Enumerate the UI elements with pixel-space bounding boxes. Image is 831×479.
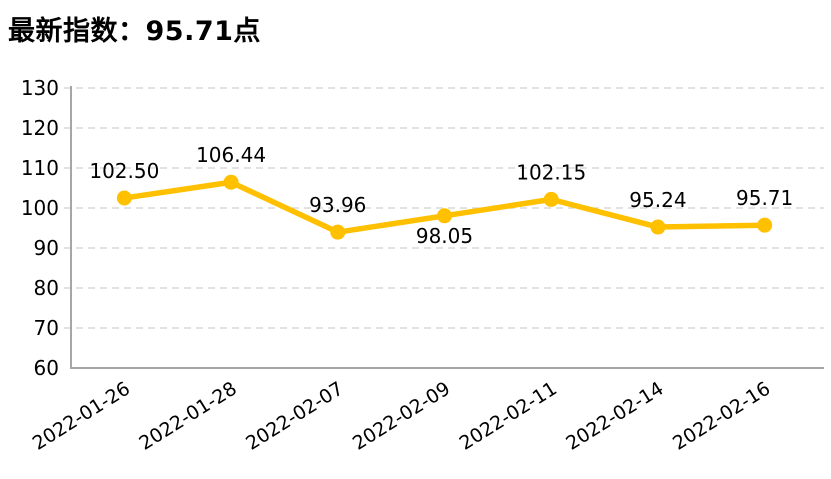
data-point-marker bbox=[437, 208, 452, 224]
y-axis-tick-label: 100 bbox=[21, 196, 59, 220]
y-axis-tick-label: 130 bbox=[21, 76, 59, 100]
x-axis-tick-label: 2022-01-28 bbox=[135, 378, 240, 455]
data-point-label: 102.15 bbox=[516, 160, 586, 184]
x-axis-tick-label: 2022-02-11 bbox=[456, 378, 561, 455]
y-axis-tick-label: 70 bbox=[34, 316, 59, 340]
data-point-label: 102.50 bbox=[89, 159, 159, 183]
data-point-marker bbox=[757, 217, 773, 233]
page-title: 最新指数：95.71点 bbox=[8, 16, 261, 47]
x-axis-tick-label: 2022-01-26 bbox=[29, 378, 134, 455]
x-axis-tick-label: 2022-02-14 bbox=[562, 378, 667, 455]
data-point-label: 95.71 bbox=[736, 186, 793, 210]
data-point-label: 93.96 bbox=[309, 193, 366, 217]
index-line-chart: 60 70 80 90 100 110 120 130 102.50 106.44 93.96 98.… bbox=[21, 76, 824, 455]
y-axis-tick-label: 60 bbox=[34, 356, 59, 380]
data-point-label: 106.44 bbox=[196, 143, 266, 167]
y-axis-tick-label: 110 bbox=[21, 156, 59, 180]
x-axis-tick-label: 2022-02-16 bbox=[669, 378, 774, 455]
x-axis-tick-label: 2022-02-07 bbox=[242, 378, 347, 455]
data-point-marker bbox=[223, 174, 239, 190]
y-axis-tick-label: 90 bbox=[34, 236, 59, 260]
data-point-marker bbox=[330, 224, 346, 240]
data-point-marker bbox=[650, 219, 666, 235]
data-point-marker bbox=[543, 191, 559, 207]
data-point-marker bbox=[116, 190, 132, 206]
y-axis-tick-label: 80 bbox=[34, 276, 59, 300]
data-point-label: 98.05 bbox=[416, 224, 473, 248]
data-point-label: 95.24 bbox=[629, 188, 686, 212]
y-axis-tick-label: 120 bbox=[21, 116, 59, 140]
x-axis-tick-label: 2022-02-09 bbox=[349, 378, 454, 455]
